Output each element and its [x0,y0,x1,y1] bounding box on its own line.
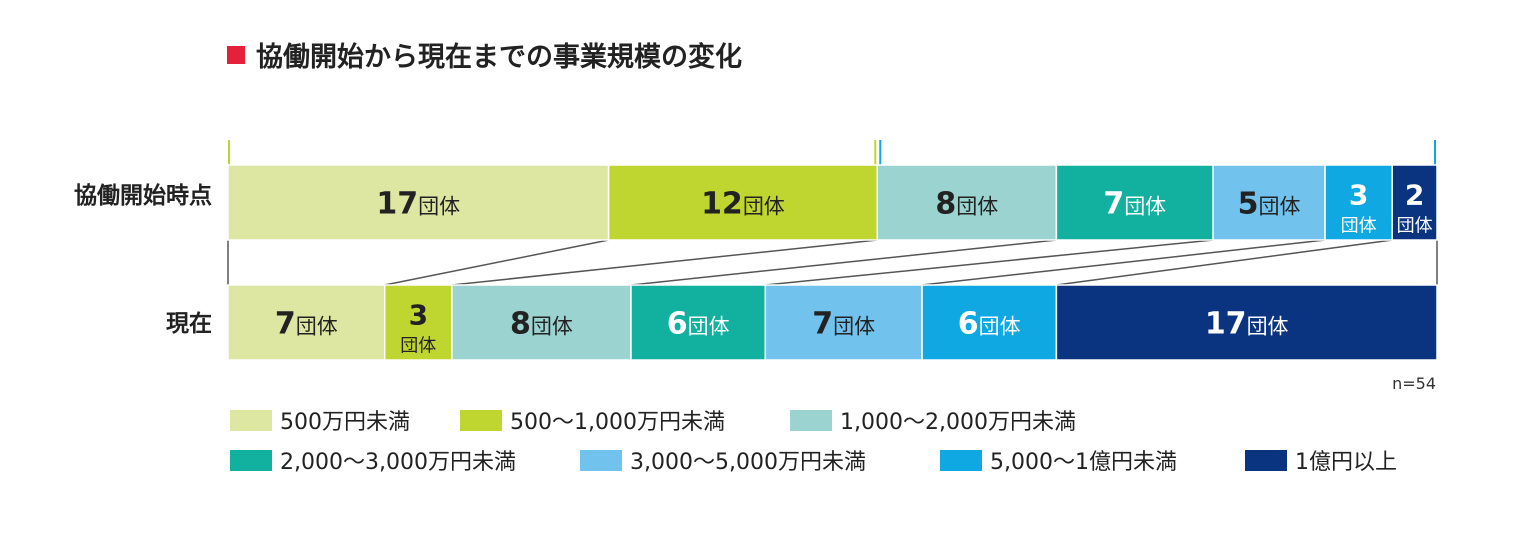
legend-label-5: 5,000～1億円未満 [990,450,1177,475]
row-label-start: 協働開始時点 [74,182,212,209]
row-label-current: 現在 [166,310,212,337]
legend-item-1: 500～1,000万円未満 [460,410,725,435]
legend-label-4: 3,000～5,000万円未満 [630,450,866,475]
bar-segment-start-0 [227,164,610,241]
legend-label-3: 2,000～3,000万円未満 [280,450,516,475]
group-brackets [228,140,1436,165]
bar-segment-current-5 [921,284,1058,361]
connector-line-6 [1056,239,1393,286]
data-label-current-6: 17団体 [1205,307,1289,342]
data-label-start-5-unit: 団体 [1341,216,1377,237]
data-label-start-3: 7団体 [1103,187,1166,222]
legend-item-3: 2,000～3,000万円未満 [230,450,516,475]
legend-swatch-3 [230,450,272,471]
bar-segment-start-4 [1212,164,1326,241]
data-label-start-0: 17団体 [376,187,460,222]
bar-segment-start-3 [1055,164,1214,241]
sample-size-note: n=54 [1392,374,1436,393]
data-label-current-2: 8団体 [510,307,573,342]
data-label-start-4: 5団体 [1238,187,1301,222]
data-label-start-1: 12団体 [701,187,785,222]
data-label-current-1-unit: 団体 [400,336,436,357]
bar-segment-start-1 [607,164,879,241]
bar-segment-current-3 [630,284,767,361]
bar-segment-start-2 [876,164,1058,241]
data-label-current-5: 6団体 [958,307,1021,342]
data-label-start-6-unit: 団体 [1397,216,1433,237]
legend-label-1: 500～1,000万円未満 [510,410,725,435]
legend: 500万円未満 500～1,000万円未満 1,000～2,000万円未満 2,000… [230,410,1397,475]
data-label-current-1: 3 [409,299,428,332]
data-label-current-3: 6団体 [667,307,730,342]
data-label-start-2: 8団体 [935,187,998,222]
legend-label-2: 1,000～2,000万円未満 [840,410,1076,435]
connector-line-4 [765,239,1214,286]
legend-swatch-5 [940,450,982,471]
bar-segment-current-6 [1055,284,1438,361]
bar-segment-current-1 [383,284,453,361]
legend-swatch-0 [230,410,272,431]
legend-swatch-2 [790,410,832,431]
legend-item-6: 1億円以上 [1245,450,1397,475]
data-label-current-0: 7団体 [275,307,338,342]
bracket-large-scale [879,140,1436,165]
legend-label-6: 1億円以上 [1295,450,1397,475]
legend-item-5: 5,000～1億円未満 [940,450,1177,475]
bracket-small-scale [228,140,877,165]
legend-item-0: 500万円未満 [230,410,410,435]
bar-segment-start-6 [1391,164,1438,241]
title-marker [227,46,245,64]
chart-title: 協働開始から現在までの事業規模の変化 [256,41,742,73]
connector-lines [227,239,1438,286]
connector-line-1 [384,239,609,286]
connector-line-5 [921,239,1326,286]
bar-labels: 17団体 12団体 8団体 7団体 5団体 3 団体 2 団体 7団体 3 団体 8団体 6団体 7団体 6団… [275,179,1433,357]
legend-swatch-6 [1245,450,1287,471]
legend-item-4: 3,000～5,000万円未満 [580,450,866,475]
connector-line-3 [630,239,1057,286]
data-label-start-5: 3 [1349,179,1368,212]
legend-swatch-1 [460,410,502,431]
bars [227,164,1438,361]
data-label-start-6: 2 [1405,179,1424,212]
legend-swatch-4 [580,450,622,471]
legend-label-0: 500万円未満 [280,410,410,435]
connector-line-2 [451,239,878,286]
data-label-current-4: 7団体 [812,307,875,342]
legend-item-2: 1,000～2,000万円未満 [790,410,1076,435]
